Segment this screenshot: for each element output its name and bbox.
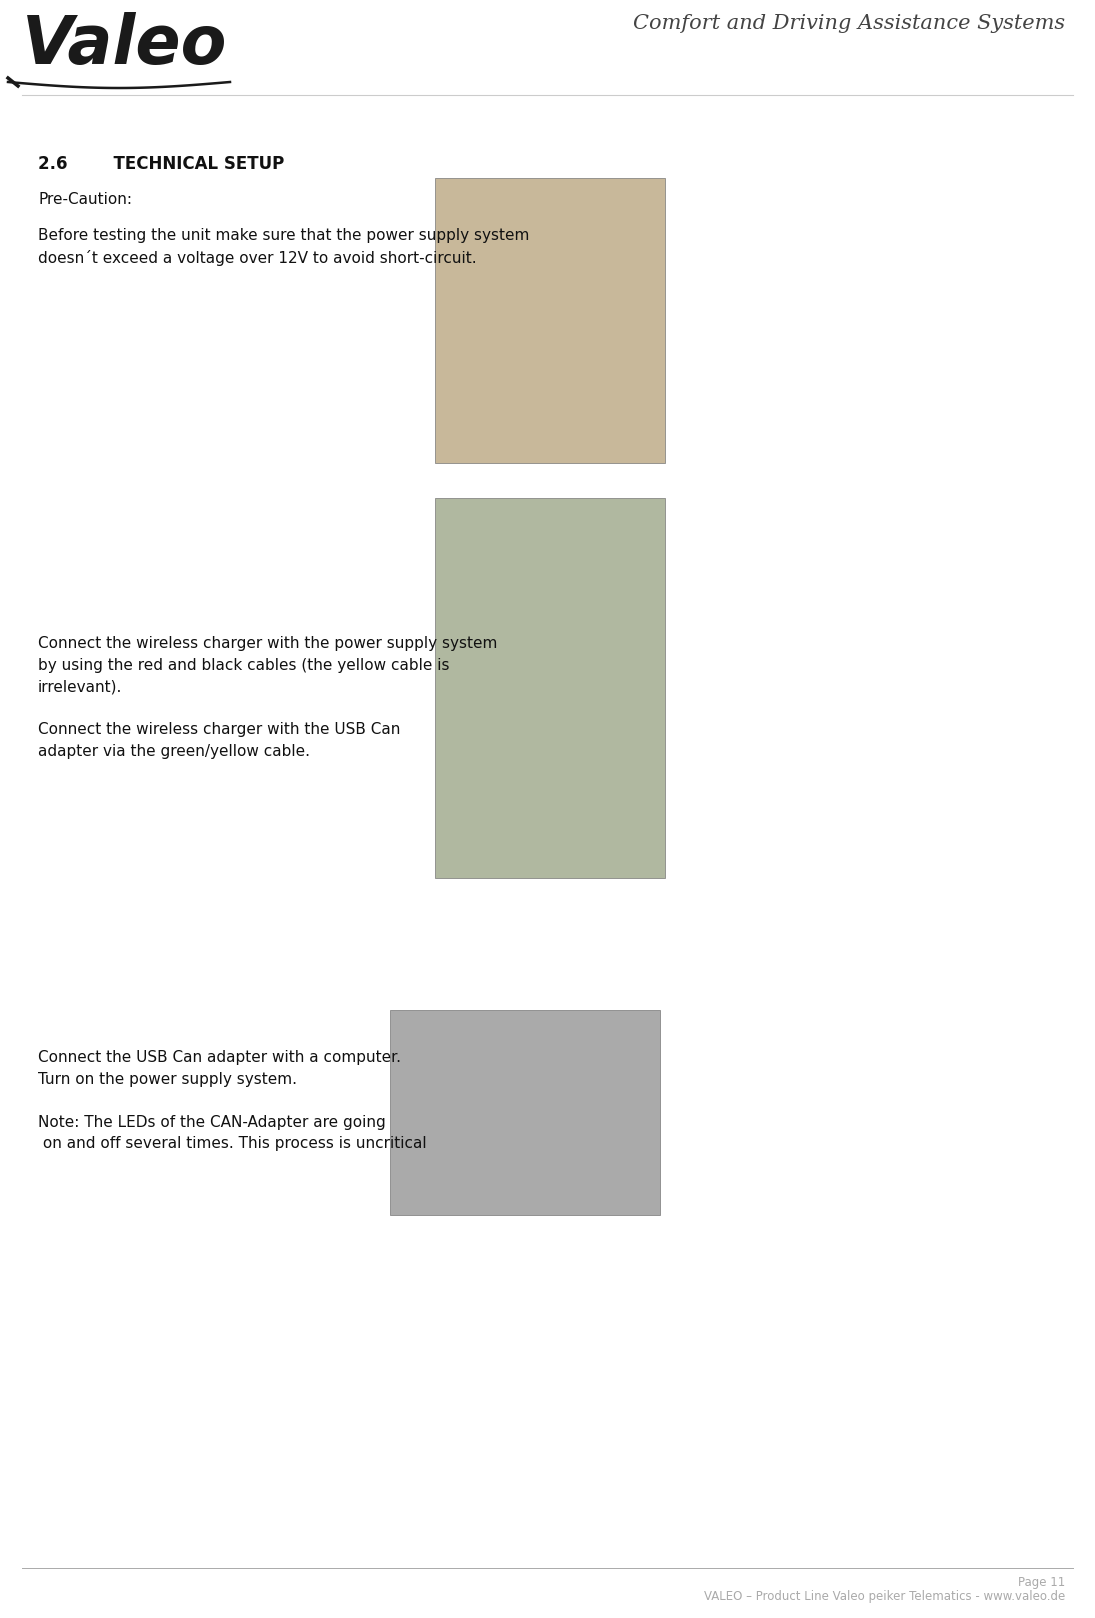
Text: Comfort and Driving Assistance Systems: Comfort and Driving Assistance Systems: [633, 15, 1065, 32]
Bar: [390, 1010, 660, 1215]
Text: 2.6        TECHNICAL SETUP: 2.6 TECHNICAL SETUP: [38, 155, 285, 173]
Text: Connect the USB Can adapter with a computer.
Turn on the power supply system.

N: Connect the USB Can adapter with a compu…: [38, 1050, 427, 1152]
Text: Page 11: Page 11: [1017, 1576, 1065, 1589]
Bar: [435, 178, 665, 463]
Bar: [435, 498, 665, 879]
Text: VALEO – Product Line Valeo peiker Telematics - www.valeo.de: VALEO – Product Line Valeo peiker Telema…: [704, 1590, 1065, 1603]
Text: Connect the wireless charger with the power supply system
by using the red and b: Connect the wireless charger with the po…: [38, 636, 497, 759]
Text: Valeo: Valeo: [22, 11, 228, 78]
Text: Before testing the unit make sure that the power supply system
doesn´t exceed a : Before testing the unit make sure that t…: [38, 228, 529, 265]
Text: Pre-Caution:: Pre-Caution:: [38, 193, 132, 207]
